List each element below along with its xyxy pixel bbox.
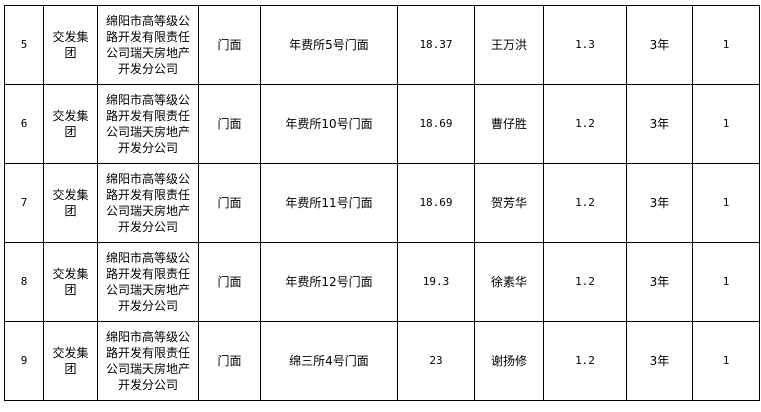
location-cell: 年费所5号门面: [260, 5, 398, 85]
location-cell: 绵三所4号门面: [260, 321, 398, 401]
company-cell: 绵阳市高等级公路开发有限责任公司瑞天房地产开发分公司: [97, 84, 199, 164]
row-number: 8: [4, 242, 44, 322]
tenant-cell: 谢扬修: [474, 321, 544, 401]
price-cell: 1.2: [543, 163, 627, 243]
location-cell: 年费所10号门面: [260, 84, 398, 164]
table-row: 9 交发集团 绵阳市高等级公路开发有限责任公司瑞天房地产开发分公司 门面 绵三所4号门面…: [4, 321, 760, 401]
price-cell: 1.2: [543, 84, 627, 164]
area-cell: 18.37: [397, 5, 475, 85]
location-cell: 年费所12号门面: [260, 242, 398, 322]
type-cell: 门面: [198, 163, 261, 243]
area-cell: 23: [397, 321, 475, 401]
row-number: 9: [4, 321, 44, 401]
company-cell: 绵阳市高等级公路开发有限责任公司瑞天房地产开发分公司: [97, 163, 199, 243]
row-number: 6: [4, 84, 44, 164]
table-row: 8 交发集团 绵阳市高等级公路开发有限责任公司瑞天房地产开发分公司 门面 年费所12号门…: [4, 242, 760, 322]
type-cell: 门面: [198, 242, 261, 322]
row-number: 7: [4, 163, 44, 243]
area-cell: 18.69: [397, 163, 475, 243]
location-cell: 年费所11号门面: [260, 163, 398, 243]
count-cell: 1: [692, 163, 760, 243]
price-cell: 1.2: [543, 242, 627, 322]
type-cell: 门面: [198, 5, 261, 85]
count-cell: 1: [692, 5, 760, 85]
tenant-cell: 曹仔胜: [474, 84, 544, 164]
group-cell: 交发集团: [43, 163, 98, 243]
row-number: 5: [4, 5, 44, 85]
company-cell: 绵阳市高等级公路开发有限责任公司瑞天房地产开发分公司: [97, 321, 199, 401]
count-cell: 1: [692, 242, 760, 322]
count-cell: 1: [692, 84, 760, 164]
group-cell: 交发集团: [43, 5, 98, 85]
table-row: 7 交发集团 绵阳市高等级公路开发有限责任公司瑞天房地产开发分公司 门面 年费所11号门…: [4, 163, 760, 243]
type-cell: 门面: [198, 321, 261, 401]
area-cell: 19.3: [397, 242, 475, 322]
term-cell: 3年: [626, 5, 693, 85]
table-row: 5 交发集团 绵阳市高等级公路开发有限责任公司瑞天房地产开发分公司 门面 年费所5号门面…: [4, 5, 760, 85]
tenant-cell: 徐素华: [474, 242, 544, 322]
area-cell: 18.69: [397, 84, 475, 164]
company-cell: 绵阳市高等级公路开发有限责任公司瑞天房地产开发分公司: [97, 5, 199, 85]
tenant-cell: 贺芳华: [474, 163, 544, 243]
term-cell: 3年: [626, 242, 693, 322]
count-cell: 1: [692, 321, 760, 401]
company-cell: 绵阳市高等级公路开发有限责任公司瑞天房地产开发分公司: [97, 242, 199, 322]
term-cell: 3年: [626, 84, 693, 164]
term-cell: 3年: [626, 321, 693, 401]
group-cell: 交发集团: [43, 242, 98, 322]
group-cell: 交发集团: [43, 84, 98, 164]
price-cell: 1.3: [543, 5, 627, 85]
type-cell: 门面: [198, 84, 261, 164]
lease-table: 5 交发集团 绵阳市高等级公路开发有限责任公司瑞天房地产开发分公司 门面 年费所5号门面…: [4, 5, 760, 401]
price-cell: 1.2: [543, 321, 627, 401]
term-cell: 3年: [626, 163, 693, 243]
group-cell: 交发集团: [43, 321, 98, 401]
table-row: 6 交发集团 绵阳市高等级公路开发有限责任公司瑞天房地产开发分公司 门面 年费所10号门…: [4, 84, 760, 164]
tenant-cell: 王万洪: [474, 5, 544, 85]
